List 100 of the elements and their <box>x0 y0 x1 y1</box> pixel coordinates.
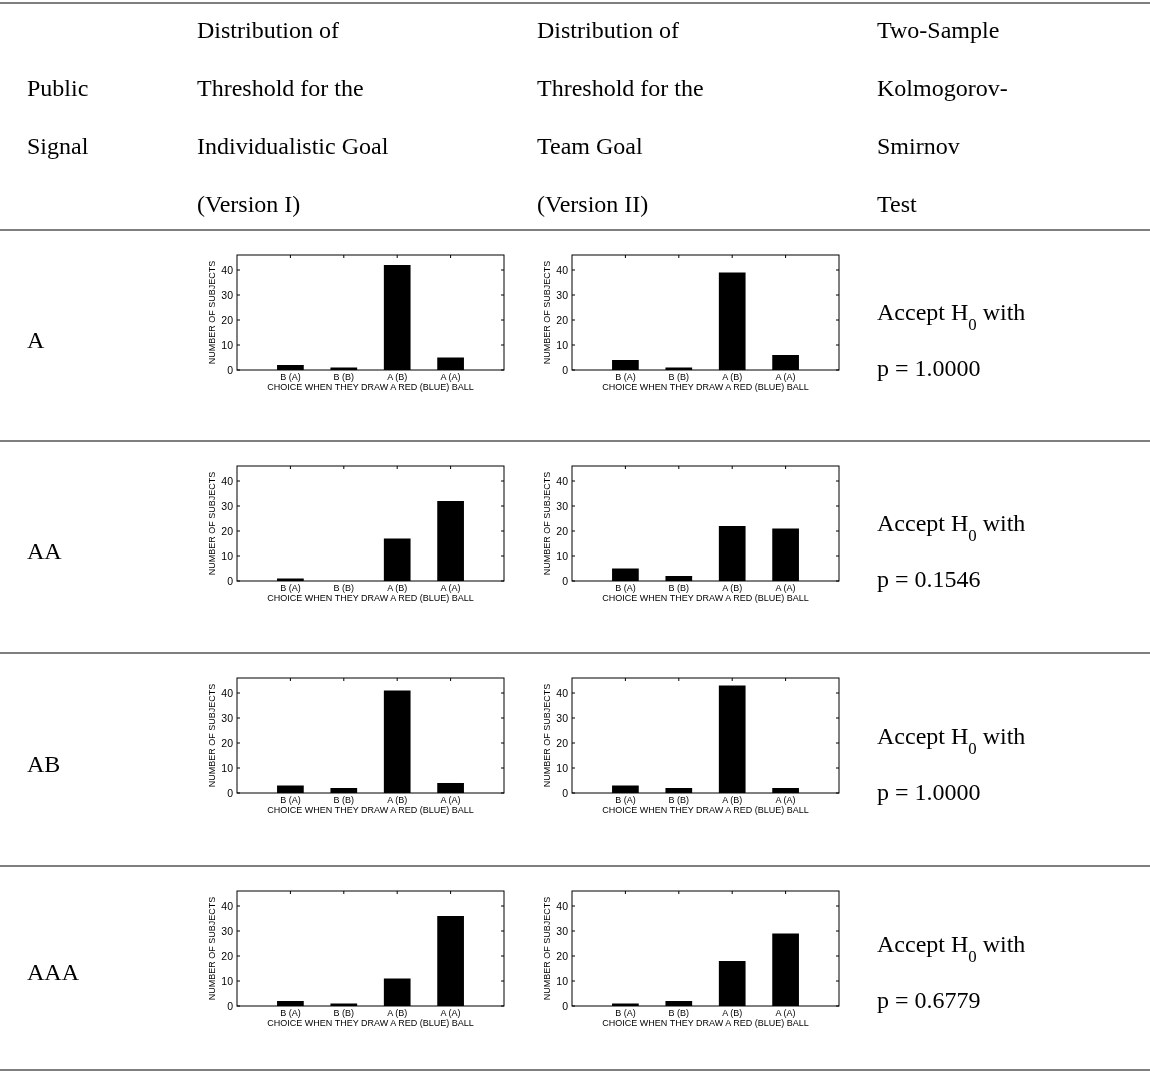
y-tick-label: 30 <box>556 924 569 937</box>
y-tick-label: 20 <box>221 524 234 537</box>
y-tick-label: 10 <box>221 549 234 562</box>
x-axis-title: CHOICE WHEN THEY DRAW A RED (BLUE) BALL <box>267 1018 474 1028</box>
y-tick-label: 20 <box>221 313 234 326</box>
y-tick-label: 0 <box>562 999 569 1012</box>
text: Accept H$_{0}$ with <box>877 510 1026 545</box>
y-tick-label: 30 <box>556 711 569 724</box>
x-tick-label: B (A) <box>280 1008 301 1018</box>
y-axis-title: NUMBER OF SUBJECTS <box>207 260 217 365</box>
x-tick-label: A (A) <box>775 1008 796 1018</box>
text: Accept H$_{0}$ with <box>877 722 1026 757</box>
y-tick-label: 20 <box>556 949 569 962</box>
text: p = 1.0000 <box>877 778 981 805</box>
y-tick-label: 0 <box>562 786 569 799</box>
text: A <box>27 326 45 353</box>
x-axis-title: CHOICE WHEN THEY DRAW A RED (BLUE) BALL <box>602 805 809 815</box>
x-tick-label: A (B) <box>387 583 408 593</box>
text: AA <box>27 538 63 564</box>
text: Accept H$_{0}$ with <box>877 931 1026 966</box>
x-tick-label: B (A) <box>280 795 301 805</box>
x-tick-label: A (A) <box>775 372 796 382</box>
y-tick-label: 40 <box>556 899 569 912</box>
y-tick-label: 0 <box>562 574 569 587</box>
y-tick-label: 10 <box>221 338 234 351</box>
y-tick-label: 10 <box>556 761 569 774</box>
text: p = 0.6779 <box>877 987 981 1013</box>
y-tick-label: 20 <box>556 736 569 749</box>
text: p = 1.0000 <box>877 354 981 381</box>
x-tick-label: A (A) <box>775 583 796 593</box>
y-tick-label: 40 <box>221 686 234 699</box>
x-tick-label: A (A) <box>440 795 461 805</box>
y-tick-label: 20 <box>556 524 569 537</box>
y-tick-label: 10 <box>556 338 569 351</box>
text: Public Signal <box>27 75 89 159</box>
x-axis-title: CHOICE WHEN THEY DRAW A RED (BLUE) BALL <box>602 593 809 603</box>
y-axis-title: NUMBER OF SUBJECTS <box>207 683 217 788</box>
y-tick-label: 0 <box>562 363 569 376</box>
x-tick-label: A (A) <box>775 795 796 805</box>
y-tick-label: 0 <box>227 574 234 587</box>
x-tick-label: B (B) <box>333 372 355 382</box>
x-tick-label: B (A) <box>615 795 636 805</box>
x-tick-label: B (A) <box>615 583 636 593</box>
y-tick-label: 40 <box>556 686 569 699</box>
x-tick-label: A (B) <box>722 583 743 593</box>
y-tick-label: 20 <box>221 949 234 962</box>
text: p = 0.1546 <box>877 566 981 592</box>
x-tick-label: B (B) <box>333 795 355 805</box>
x-tick-label: B (B) <box>668 583 690 593</box>
x-axis-title: CHOICE WHEN THEY DRAW A RED (BLUE) BALL <box>267 382 474 392</box>
x-tick-label: B (A) <box>280 583 301 593</box>
y-tick-label: 30 <box>221 499 234 512</box>
y-axis-title: NUMBER OF SUBJECTS <box>542 260 552 365</box>
y-tick-label: 40 <box>221 899 234 912</box>
y-tick-label: 10 <box>221 761 234 774</box>
text: Distribution of Threshold for the Team Goal (Version II) <box>537 17 704 217</box>
y-tick-label: 20 <box>556 313 569 326</box>
x-tick-label: B (A) <box>615 372 636 382</box>
x-tick-label: A (B) <box>387 1008 408 1018</box>
y-tick-label: 0 <box>227 786 234 799</box>
y-tick-label: 20 <box>221 736 234 749</box>
y-axis-title: NUMBER OF SUBJECTS <box>542 896 552 1001</box>
x-tick-label: B (A) <box>280 372 301 382</box>
y-tick-label: 30 <box>221 924 234 937</box>
y-tick-label: 10 <box>556 549 569 562</box>
text: Distribution of Threshold for the Individualistic Goal (Version I) <box>197 17 389 217</box>
y-tick-label: 30 <box>221 711 234 724</box>
y-tick-label: 40 <box>556 263 569 276</box>
y-axis-title: NUMBER OF SUBJECTS <box>207 896 217 1001</box>
y-axis-title: NUMBER OF SUBJECTS <box>542 683 552 788</box>
x-tick-label: A (B) <box>722 372 743 382</box>
y-tick-label: 0 <box>227 363 234 376</box>
x-tick-label: B (A) <box>615 1008 636 1018</box>
text: AAA <box>27 959 80 985</box>
y-tick-label: 30 <box>556 288 569 301</box>
x-tick-label: A (B) <box>722 795 743 805</box>
text: AB <box>27 750 61 777</box>
x-tick-label: A (B) <box>387 795 408 805</box>
y-tick-label: 10 <box>221 974 234 987</box>
y-tick-label: 30 <box>221 288 234 301</box>
x-tick-label: B (B) <box>668 1008 690 1018</box>
y-tick-label: 30 <box>556 499 569 512</box>
x-tick-label: A (A) <box>440 583 461 593</box>
x-tick-label: A (A) <box>440 1008 461 1018</box>
x-tick-label: A (A) <box>440 372 461 382</box>
y-tick-label: 10 <box>556 974 569 987</box>
y-tick-label: 40 <box>556 474 569 487</box>
x-tick-label: B (B) <box>668 795 690 805</box>
y-axis-title: NUMBER OF SUBJECTS <box>542 471 552 576</box>
x-axis-title: CHOICE WHEN THEY DRAW A RED (BLUE) BALL <box>267 593 474 603</box>
text: Accept H$_{0}$ with <box>877 298 1026 333</box>
x-tick-label: B (B) <box>668 372 690 382</box>
text: Two-Sample Kolmogorov- Smirnov Test <box>877 17 1008 217</box>
y-tick-label: 0 <box>227 999 234 1012</box>
y-axis-title: NUMBER OF SUBJECTS <box>207 471 217 576</box>
x-axis-title: CHOICE WHEN THEY DRAW A RED (BLUE) BALL <box>602 1018 809 1028</box>
x-tick-label: A (B) <box>722 1008 743 1018</box>
x-axis-title: CHOICE WHEN THEY DRAW A RED (BLUE) BALL <box>267 805 474 815</box>
x-tick-label: B (B) <box>333 1008 355 1018</box>
x-tick-label: B (B) <box>333 583 355 593</box>
